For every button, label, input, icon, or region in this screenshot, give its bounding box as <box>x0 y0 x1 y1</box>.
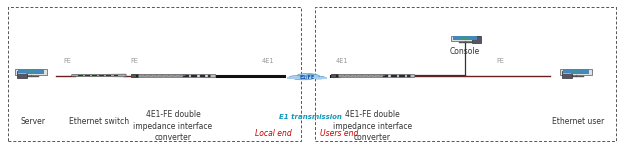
Circle shape <box>358 75 361 76</box>
Circle shape <box>168 75 176 76</box>
Circle shape <box>147 75 150 76</box>
Bar <box>210 74 215 77</box>
Circle shape <box>158 75 162 76</box>
Ellipse shape <box>289 76 303 79</box>
Text: Ethernet user: Ethernet user <box>552 117 604 126</box>
Bar <box>332 75 336 77</box>
Circle shape <box>346 75 349 76</box>
Circle shape <box>141 75 144 76</box>
Circle shape <box>163 75 170 76</box>
Bar <box>331 74 338 77</box>
Bar <box>563 69 589 74</box>
Bar <box>99 75 104 76</box>
Ellipse shape <box>294 77 313 80</box>
Circle shape <box>380 75 388 76</box>
Text: 4E1: 4E1 <box>336 58 348 64</box>
Bar <box>562 71 572 78</box>
Ellipse shape <box>24 71 37 72</box>
Bar <box>454 36 477 40</box>
Text: Local end: Local end <box>255 129 292 138</box>
Bar <box>183 75 189 77</box>
Circle shape <box>368 75 376 76</box>
Bar <box>85 75 90 76</box>
Ellipse shape <box>569 71 582 72</box>
Polygon shape <box>72 74 126 77</box>
Bar <box>78 75 82 76</box>
Bar <box>472 36 480 43</box>
Text: E1/FE: E1/FE <box>300 74 314 79</box>
Ellipse shape <box>459 37 471 39</box>
Circle shape <box>350 75 358 76</box>
Bar <box>92 75 97 76</box>
Bar <box>391 75 397 77</box>
Ellipse shape <box>305 74 319 78</box>
Circle shape <box>340 75 343 76</box>
Circle shape <box>183 75 186 76</box>
Bar <box>15 69 47 75</box>
Text: Console: Console <box>450 47 480 56</box>
Circle shape <box>352 75 355 76</box>
Bar <box>451 35 480 41</box>
Ellipse shape <box>312 76 325 79</box>
Text: 4E1: 4E1 <box>261 58 274 64</box>
Bar <box>407 75 413 77</box>
Bar <box>132 74 215 77</box>
Circle shape <box>356 75 363 76</box>
Circle shape <box>165 75 168 76</box>
Text: Ethernet switch: Ethernet switch <box>69 117 129 126</box>
Bar <box>399 75 405 77</box>
Circle shape <box>344 75 351 76</box>
Circle shape <box>177 75 180 76</box>
Bar <box>192 75 197 77</box>
Circle shape <box>362 75 369 76</box>
Text: Users end: Users end <box>320 129 358 138</box>
Bar <box>114 75 118 76</box>
Circle shape <box>145 75 152 76</box>
Circle shape <box>157 75 164 76</box>
Bar <box>17 69 44 74</box>
Text: Server: Server <box>20 117 46 126</box>
Text: FE: FE <box>64 58 71 64</box>
Circle shape <box>180 75 188 76</box>
Circle shape <box>150 75 158 76</box>
Bar <box>132 75 137 77</box>
Bar <box>562 73 570 74</box>
Text: FE: FE <box>131 58 139 64</box>
Bar <box>287 77 327 79</box>
Circle shape <box>153 75 156 76</box>
Circle shape <box>374 75 381 76</box>
Circle shape <box>382 75 385 76</box>
Text: 4E1-FE double
impedance interface
converter: 4E1-FE double impedance interface conver… <box>333 110 412 143</box>
Bar <box>17 71 27 78</box>
Bar <box>132 74 138 77</box>
Circle shape <box>370 75 373 76</box>
Ellipse shape <box>297 74 317 77</box>
Bar <box>410 74 414 77</box>
Circle shape <box>175 75 182 76</box>
Bar <box>17 73 26 74</box>
Bar <box>208 75 213 77</box>
Circle shape <box>170 75 173 76</box>
Circle shape <box>338 75 346 76</box>
Text: E1 transmission: E1 transmission <box>279 114 341 120</box>
Bar <box>200 75 205 77</box>
Bar <box>331 74 414 77</box>
Text: FE: FE <box>497 58 504 64</box>
Circle shape <box>376 75 379 76</box>
Bar <box>107 75 111 76</box>
Circle shape <box>139 75 146 76</box>
Bar <box>383 75 388 77</box>
Text: 4E1-FE double
impedance interface
converter: 4E1-FE double impedance interface conver… <box>134 110 213 143</box>
Bar <box>560 69 592 75</box>
Circle shape <box>364 75 368 76</box>
